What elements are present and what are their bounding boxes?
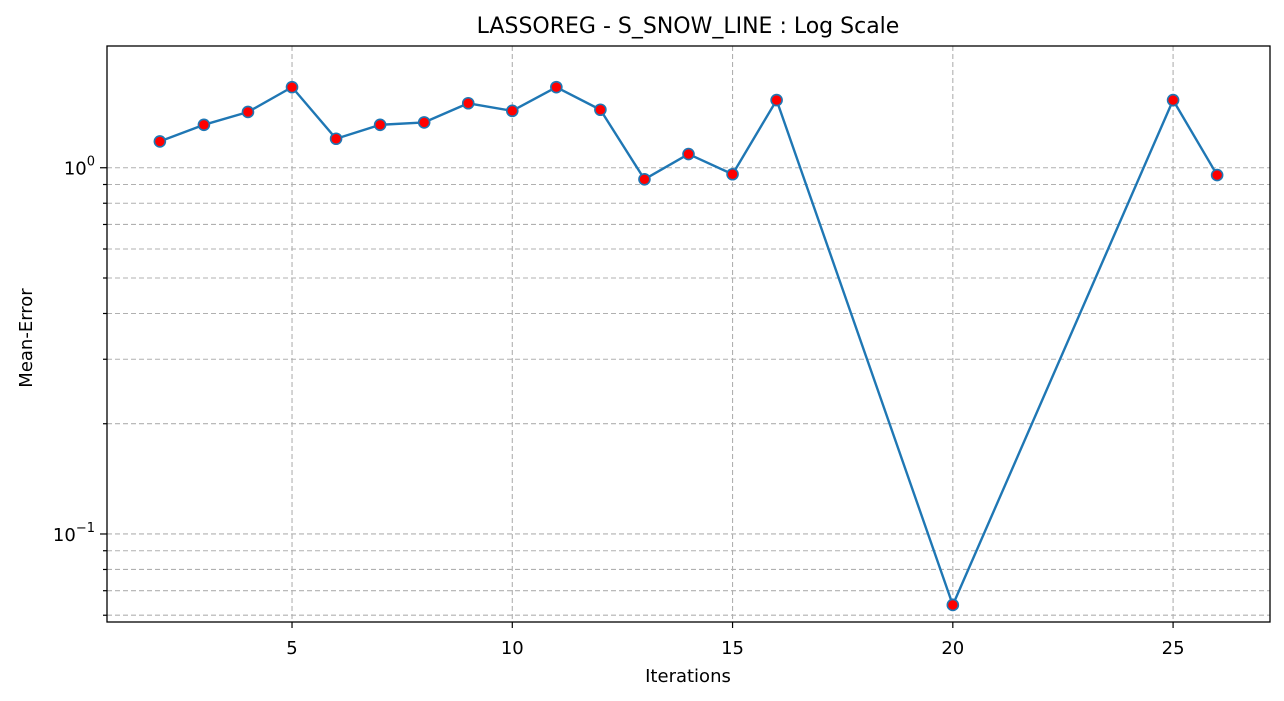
data-point — [638, 172, 651, 186]
data-point — [550, 80, 563, 94]
data-point — [285, 80, 299, 94]
axis-ticks: 5 10 15 20 25 10−1 100 — [53, 155, 1185, 659]
x-tick-label: 25 — [1162, 638, 1185, 659]
series-line — [159, 85, 1219, 607]
data-point — [197, 118, 211, 132]
data-point — [726, 167, 739, 181]
grid — [107, 46, 1270, 622]
x-tick-label: 10 — [501, 638, 524, 659]
plot-frame — [106, 45, 1271, 623]
data-point — [1210, 168, 1224, 182]
data-point — [461, 96, 475, 110]
data-point — [1166, 93, 1180, 107]
data-point — [505, 104, 519, 118]
x-tick-label: 15 — [721, 638, 744, 659]
series — [153, 80, 1224, 612]
data-point — [770, 93, 783, 107]
chart-title: LASSOREG - S_SNOW_LINE : Log Scale — [477, 14, 900, 39]
x-tick-label: 5 — [286, 638, 297, 659]
data-point — [946, 598, 960, 612]
data-point — [417, 116, 431, 129]
data-point — [373, 118, 387, 132]
y-axis-label: Mean-Error — [16, 288, 37, 388]
data-point — [153, 135, 167, 148]
data-point — [594, 103, 607, 117]
data-point — [682, 147, 695, 161]
y-tick-label: 100 — [64, 155, 95, 180]
x-axis-label: Iterations — [645, 666, 731, 687]
y-tick-label: 10−1 — [53, 521, 95, 546]
x-tick-label: 20 — [941, 638, 964, 659]
data-point — [241, 105, 255, 119]
data-point — [329, 132, 343, 146]
